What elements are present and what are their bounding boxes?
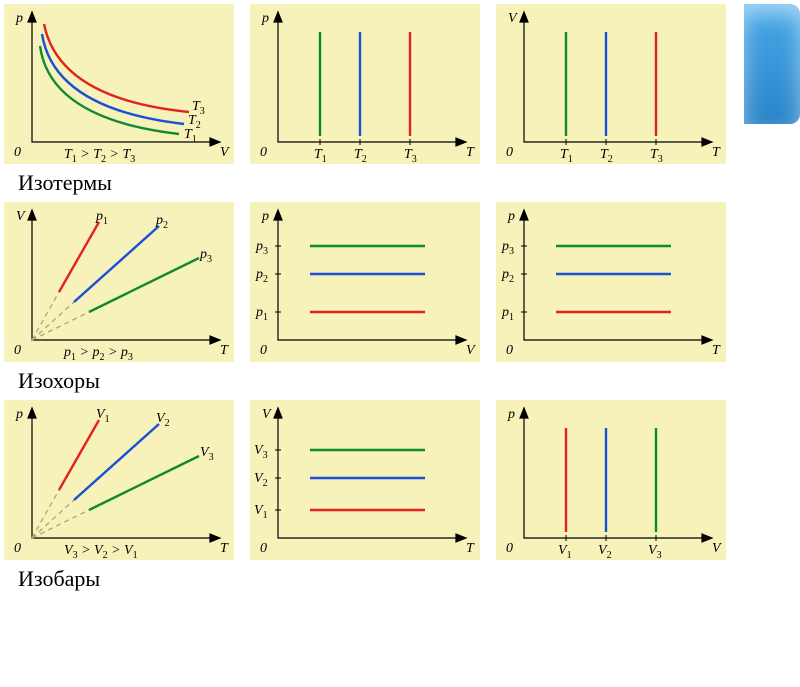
svg-text:0: 0 [14, 541, 21, 556]
svg-text:p2: p2 [501, 267, 514, 285]
svg-text:p: p [507, 407, 515, 422]
isotherm-pV: p V 0 T3 T2 T1 T1 > T2 > T3 [4, 4, 234, 164]
svg-text:V3 > V2 > V1: V3 > V2 > V1 [64, 543, 138, 560]
svg-text:V3: V3 [254, 443, 268, 461]
svg-text:p1: p1 [501, 305, 514, 323]
origin: 0 [14, 145, 21, 160]
svg-text:p2: p2 [255, 267, 268, 285]
svg-text:V2: V2 [598, 543, 612, 560]
xlabel: V [220, 145, 230, 160]
isochore-pT: p T 0 p3 p2 p1 [496, 202, 726, 362]
caption-isotherms: Изотермы [0, 164, 800, 198]
isotherm-pT: p T 0 T1 T2 T3 [250, 4, 480, 164]
svg-text:V2: V2 [254, 471, 268, 489]
svg-text:0: 0 [506, 343, 513, 358]
isobar-VT: V T 0 V3 V2 V1 [250, 400, 480, 560]
svg-text:T: T [712, 145, 721, 160]
svg-text:p: p [15, 407, 23, 422]
svg-text:V1: V1 [558, 543, 572, 560]
svg-text:T: T [220, 541, 229, 556]
caption-isochores: Изохоры [0, 362, 800, 396]
svg-text:V: V [712, 541, 722, 556]
note: T1 > T2 > T3 [64, 147, 135, 164]
svg-text:V: V [508, 11, 518, 26]
svg-text:0: 0 [506, 541, 513, 556]
svg-text:p: p [261, 209, 269, 224]
caption-isobars: Изобары [0, 560, 800, 594]
svg-text:0: 0 [14, 343, 21, 358]
svg-text:V: V [262, 407, 272, 422]
isobar-pT: p T 0 V1 V2 V3 V3 > V2 > V1 [4, 400, 234, 560]
svg-text:p3: p3 [199, 247, 212, 265]
svg-text:0: 0 [506, 145, 513, 160]
svg-text:0: 0 [260, 541, 267, 556]
svg-text:0: 0 [260, 145, 267, 160]
svg-text:T2: T2 [600, 147, 613, 164]
svg-text:0: 0 [260, 343, 267, 358]
svg-text:T: T [220, 343, 229, 358]
svg-text:p3: p3 [255, 239, 268, 257]
svg-text:p1 > p2 > p3: p1 > p2 > p3 [63, 345, 133, 362]
svg-text:T: T [466, 145, 475, 160]
row-isotherms: p V 0 T3 T2 T1 T1 > T2 > T3 p [0, 0, 800, 164]
isochore-VT: V T 0 p1 p2 p3 p1 > p2 > p3 [4, 202, 234, 362]
row-isobars: p T 0 V1 V2 V3 V3 > V2 > V1 [0, 396, 800, 560]
isotherm-VT: V T 0 T1 T2 T3 [496, 4, 726, 164]
svg-text:T: T [466, 541, 475, 556]
svg-text:V1: V1 [254, 503, 268, 521]
svg-text:V3: V3 [200, 445, 214, 463]
svg-text:V: V [16, 209, 26, 224]
svg-text:V: V [466, 343, 476, 358]
svg-text:p: p [507, 209, 515, 224]
svg-text:T3: T3 [404, 147, 417, 164]
svg-text:p1: p1 [255, 305, 268, 323]
svg-text:T: T [712, 343, 721, 358]
svg-text:T3: T3 [650, 147, 663, 164]
svg-text:T1: T1 [560, 147, 573, 164]
svg-text:T1: T1 [314, 147, 327, 164]
row-isochores: V T 0 p1 p2 p3 p1 > p2 > p3 [0, 198, 800, 362]
isobar-pV: p V 0 V1 V2 V3 [496, 400, 726, 560]
isochore-pV: p V 0 p3 p2 p1 [250, 202, 480, 362]
ylabel: p [15, 11, 23, 26]
svg-text:p3: p3 [501, 239, 514, 257]
svg-text:T2: T2 [354, 147, 367, 164]
svg-text:V3: V3 [648, 543, 662, 560]
svg-text:p: p [261, 11, 269, 26]
